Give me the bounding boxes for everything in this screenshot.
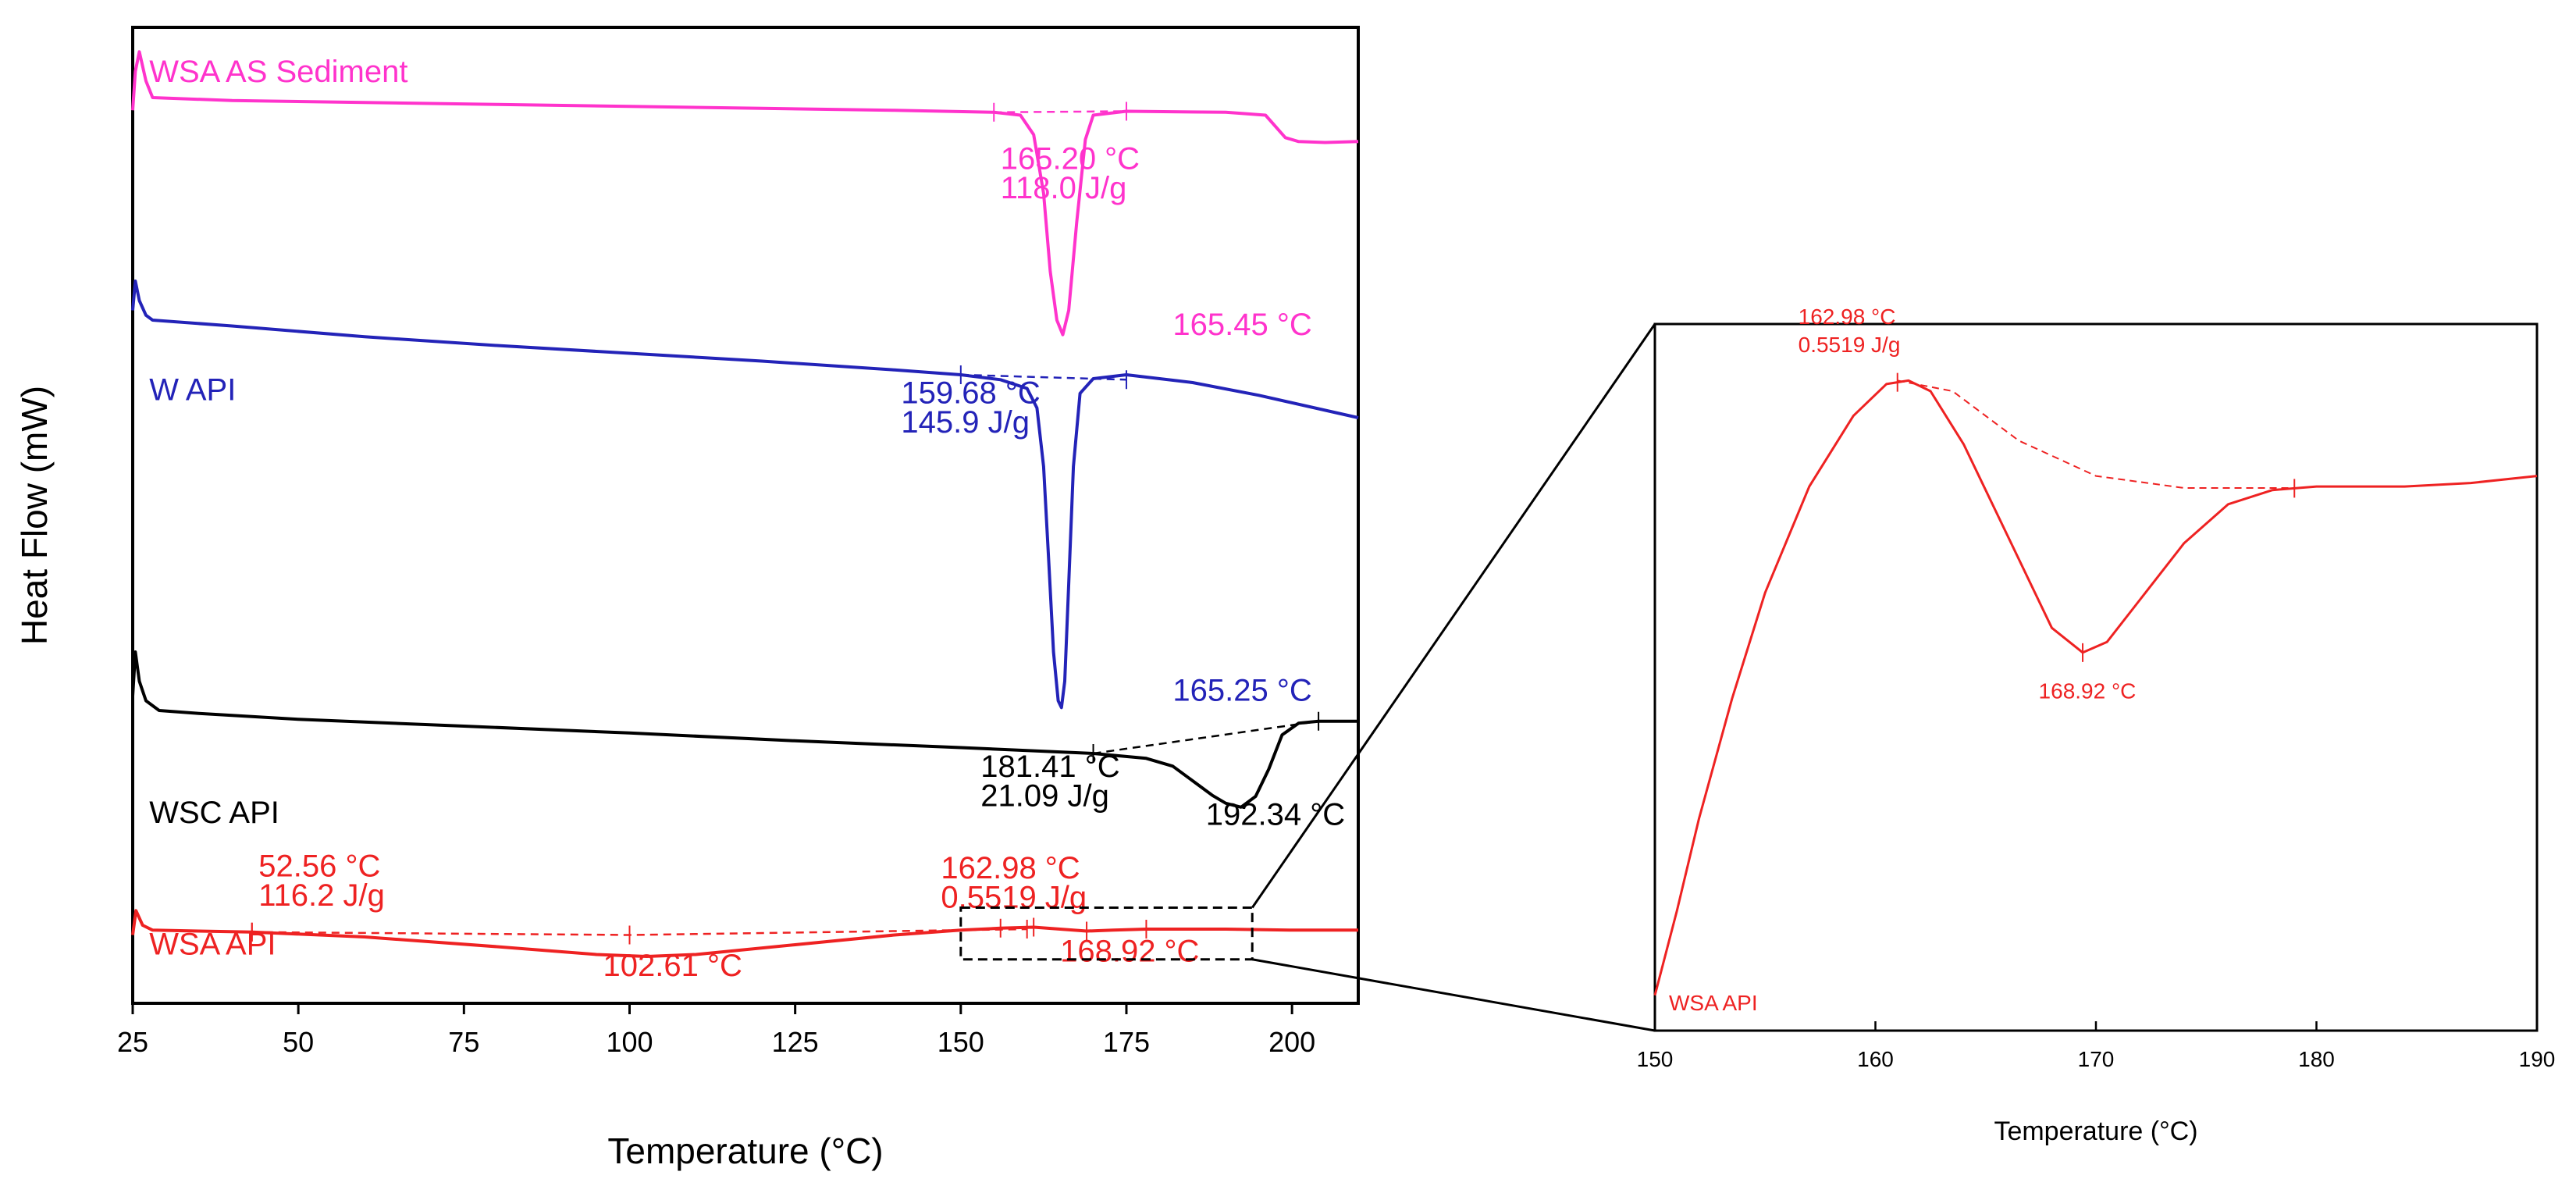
zoom-annotation: 0.5519 J/g <box>1799 333 1901 357</box>
main-x-tick-label: 175 <box>1103 1026 1150 1058</box>
series-line-w-api <box>131 280 1359 710</box>
main-plot-frame <box>131 26 1360 1005</box>
annotation-w-api: 159.68 °C <box>901 376 1040 410</box>
zoom-series-label: WSA API <box>1669 991 1758 1015</box>
main-x-tick-label: 100 <box>606 1026 653 1058</box>
series-label-w-api: W API <box>149 373 236 408</box>
main-x-axis: 25 50 75 100 125 150 175 200 <box>117 1003 1315 1058</box>
series-label-wsa-as-sediment: WSA AS Sediment <box>149 55 407 89</box>
series-label-wsc-api: WSC API <box>149 796 279 830</box>
annotation-wsa-api: 52.56 °C <box>258 849 380 884</box>
zoom-x-tick-label: 160 <box>1857 1047 1894 1071</box>
zoom-x-tick-label: 180 <box>2298 1047 2335 1071</box>
annotation-wsa-as-sediment: 165.20 °C <box>1001 141 1140 176</box>
zoom-plot-frame <box>1653 322 2539 1032</box>
main-y-axis-title: Heat Flow (mW) <box>14 386 55 645</box>
series-line-wsc-api <box>131 650 1358 809</box>
annotation-wsa-as-sediment: 118.0 J/g <box>1001 171 1127 205</box>
annotation-wsa-api: 162.98 °C <box>941 851 1080 885</box>
main-x-tick-label: 125 <box>772 1026 819 1058</box>
series-label-wsa-api: WSA API <box>149 928 276 962</box>
annotation-wsa-api: 168.92 °C <box>1060 934 1199 968</box>
annotation-wsa-api: 102.61 °C <box>603 949 742 983</box>
zoom-connector-bottom <box>1251 958 1656 1032</box>
zoom-x-axis-title: Temperature (°C) <box>1994 1117 2197 1146</box>
zoom-x-tick-label: 190 <box>2519 1047 2556 1071</box>
baseline-wsc-api <box>1093 720 1319 755</box>
zoom-x-tick-label: 170 <box>2078 1047 2115 1071</box>
annotation-wsa-as-sediment: 165.45 °C <box>1172 308 1311 342</box>
annotation-wsa-api: 116.2 J/g <box>258 878 385 913</box>
zoom-region-box <box>959 906 1254 961</box>
baseline-w-api <box>960 373 1127 381</box>
main-x-axis-title: Temperature (°C) <box>607 1131 883 1171</box>
annotation-w-api: 145.9 J/g <box>901 405 1030 440</box>
main-x-tick-label: 75 <box>448 1026 479 1058</box>
zoom-annotation: 162.98 °C <box>1799 305 1896 329</box>
annotation-wsa-api: 0.5519 J/g <box>941 881 1087 915</box>
zoom-series-group <box>1653 372 2538 996</box>
main-series-group <box>131 50 1359 958</box>
main-x-tick-label: 200 <box>1268 1026 1315 1058</box>
series-line-wsa-as-sediment <box>131 50 1359 337</box>
annotation-w-api: 165.25 °C <box>1172 674 1311 708</box>
annotation-wsc-api: 181.41 °C <box>980 750 1119 784</box>
zoom-x-axis: 150 160 170 180 190 <box>1637 1021 2556 1071</box>
annotation-wsc-api: 192.34 °C <box>1206 797 1345 832</box>
zoom-connector-top <box>1251 323 1656 909</box>
main-x-tick-label: 150 <box>938 1026 984 1058</box>
main-x-tick-label: 50 <box>283 1026 314 1058</box>
zoom-x-tick-label: 150 <box>1637 1047 1674 1071</box>
baseline-zoom-wsa-api <box>1897 379 2295 489</box>
main-x-tick-label: 25 <box>117 1026 148 1058</box>
series-line-wsa-api <box>131 909 1358 958</box>
annotation-wsc-api: 21.09 J/g <box>980 779 1109 814</box>
zoom-annotations: WSA API 162.98 °C 0.5519 J/g 168.92 °C <box>1669 305 2136 1015</box>
zoom-annotation: 168.92 °C <box>2039 679 2137 703</box>
series-line-zoom-wsa-api <box>1653 379 2538 996</box>
